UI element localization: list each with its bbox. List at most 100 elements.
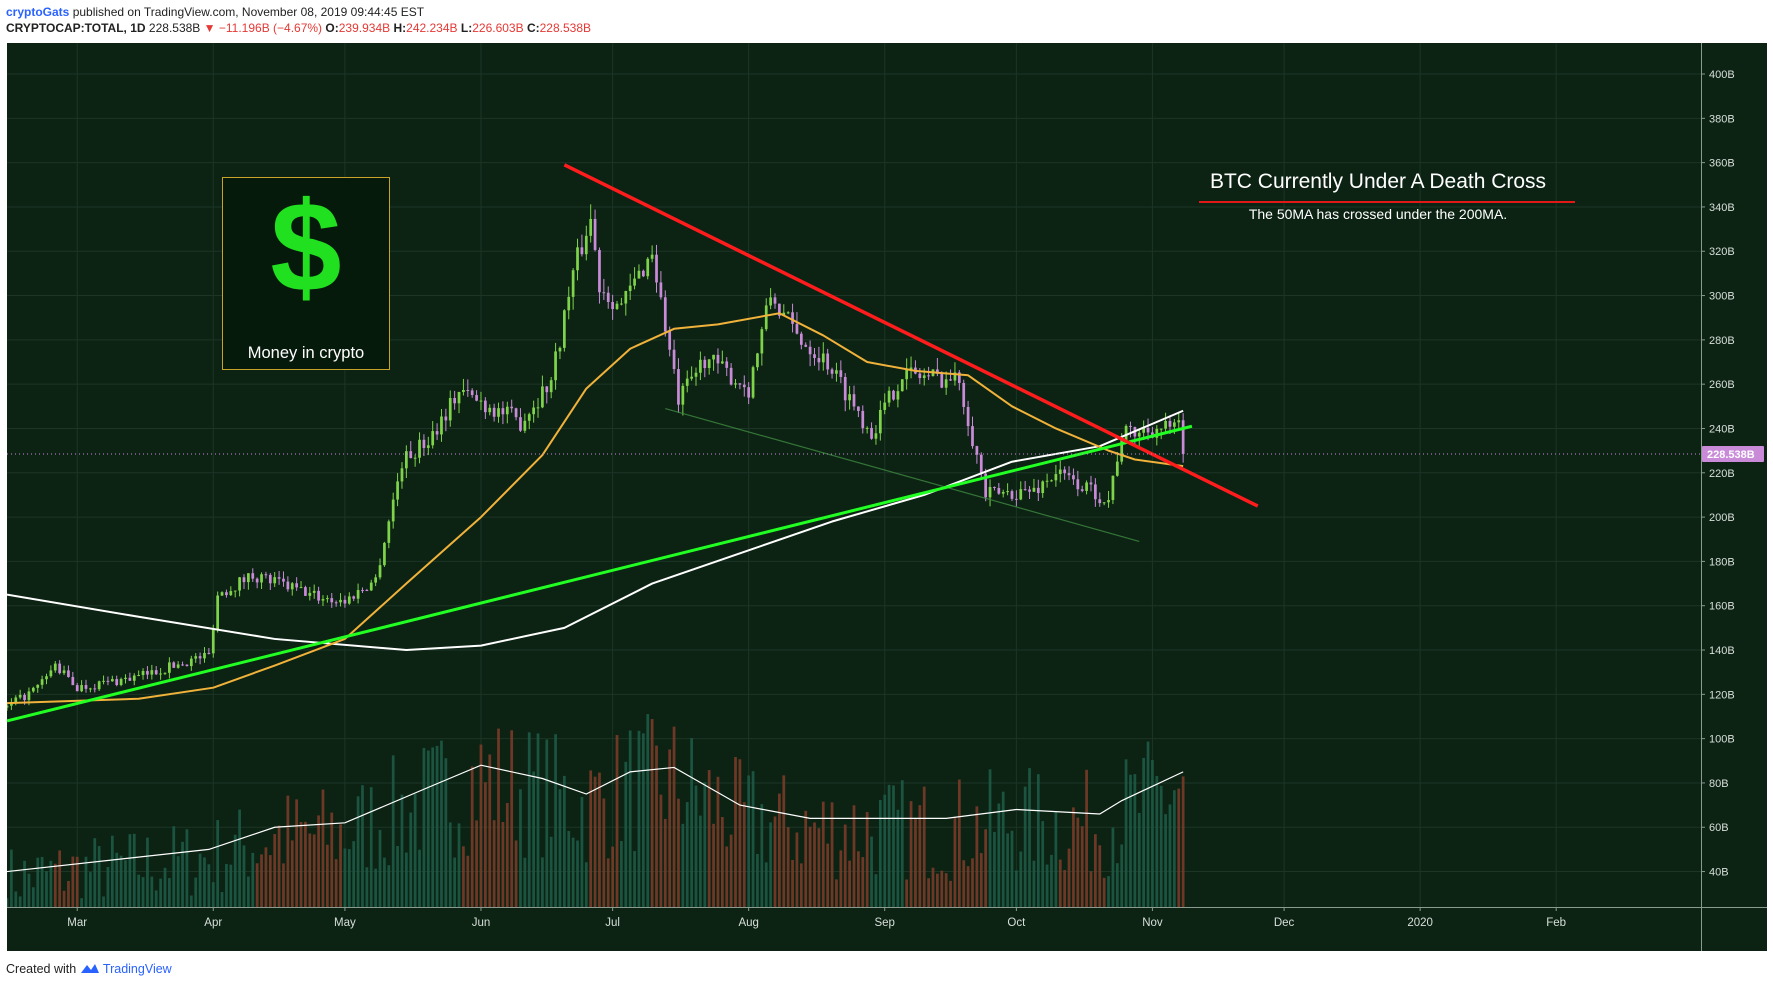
volume-bar [909, 801, 913, 907]
author-link[interactable]: cryptoGats [6, 5, 70, 19]
volume-bar [769, 822, 772, 907]
candle-body [993, 486, 996, 488]
volume-bar [1146, 741, 1150, 907]
volume-bar [993, 831, 996, 907]
candle-body [624, 291, 628, 304]
y-tick-label: 340B [1709, 202, 1735, 214]
x-tick-label: Oct [1007, 917, 1026, 929]
volume-bar [562, 775, 566, 907]
volume-bar [146, 837, 149, 907]
candle-body [896, 391, 900, 400]
volume-bar [488, 754, 492, 907]
volume-bar [330, 812, 334, 907]
candle-body [203, 652, 206, 659]
volume-bar [848, 860, 851, 907]
volume-bar [971, 858, 974, 907]
volume-bar [865, 812, 869, 907]
volume-bar [1080, 826, 1084, 907]
volume-bar [286, 795, 290, 907]
volume-bar [900, 780, 904, 907]
logo-caption: Money in crypto [247, 344, 365, 362]
volume-bar [352, 841, 356, 907]
volume-bar [409, 812, 413, 907]
candle-body [1054, 474, 1058, 481]
x-tick-label: May [334, 917, 356, 929]
candle-body [1129, 425, 1132, 428]
candle-body [633, 278, 636, 286]
symbol-name: CRYPTOCAP:TOTAL, 1D [6, 21, 146, 35]
grid-lines [7, 43, 1701, 907]
candle-body [282, 578, 285, 582]
candle-body [435, 431, 439, 435]
volume-bar [852, 805, 856, 907]
volume-bar [606, 858, 610, 907]
volume-bar [282, 863, 285, 907]
high-label: H: [393, 21, 407, 35]
tradingview-link[interactable]: TradingView [102, 962, 172, 976]
volume-bar [1063, 870, 1067, 907]
volume-bar [685, 802, 689, 907]
volume-bar [663, 818, 667, 907]
candle-body [295, 583, 299, 588]
volume-bar [1050, 854, 1053, 907]
candle-body [247, 573, 250, 583]
volume-bar [742, 802, 746, 907]
volume-bar [444, 758, 448, 907]
candle-body [808, 346, 812, 355]
volume-bar [137, 874, 141, 907]
candle-body [505, 406, 509, 415]
candle-body [1085, 482, 1088, 491]
volume-bar [1164, 814, 1167, 907]
volume-bar [699, 815, 702, 907]
candle-body [1023, 489, 1027, 491]
volume-bar [49, 860, 53, 907]
price-chart[interactable]: 400B 380B 360B 340B 320B 300B 280B 260B 240B 220B… [7, 43, 1767, 951]
candle-body [756, 353, 759, 368]
candles [7, 204, 1185, 711]
candle-body [545, 386, 549, 393]
footer: Created with TradingView [6, 962, 172, 976]
candle-body [602, 292, 606, 294]
volume-bar [312, 834, 316, 907]
candle-body [835, 370, 838, 374]
candle-body [839, 370, 843, 377]
x-tick-label: Nov [1142, 917, 1163, 929]
volume-bar [782, 775, 786, 907]
volume-bar [514, 840, 518, 907]
volume-bar [347, 849, 351, 907]
candle-body [365, 590, 369, 592]
candle-body [971, 426, 974, 447]
tradingview-logo-icon[interactable] [80, 962, 103, 976]
y-tick-label: 120B [1709, 689, 1735, 701]
volume-bar [93, 838, 97, 907]
y-tick-label: 60B [1709, 822, 1729, 834]
volume-bar [132, 833, 136, 907]
volume-bar [944, 873, 948, 907]
publish-info: cryptoGats published on TradingView.com,… [6, 5, 424, 19]
volume-bar [1177, 788, 1181, 907]
volume-bar [492, 820, 496, 907]
volume-bar [1129, 774, 1132, 907]
volume-bar [203, 857, 206, 907]
volume-bar [1019, 851, 1023, 907]
candle-body [519, 417, 522, 431]
volume-bar [62, 890, 66, 907]
candle-body [593, 218, 597, 250]
candle-body [523, 420, 527, 431]
volume-bar [905, 879, 909, 907]
volume-bar [764, 862, 768, 907]
volume-bar [554, 734, 557, 907]
volume-bar [725, 846, 729, 907]
candle-body [1080, 489, 1084, 491]
volume-bar [887, 784, 891, 907]
volume-bar [238, 809, 241, 907]
candle-body [558, 347, 562, 352]
x-tick-label: Mar [67, 917, 87, 929]
volume-bar [36, 857, 40, 907]
candle-body [861, 410, 865, 429]
volume-bar [1155, 776, 1159, 907]
volume-bar [176, 856, 180, 907]
volume-bar [589, 770, 593, 907]
candle-body [1041, 481, 1045, 494]
low-label: L: [460, 21, 473, 35]
